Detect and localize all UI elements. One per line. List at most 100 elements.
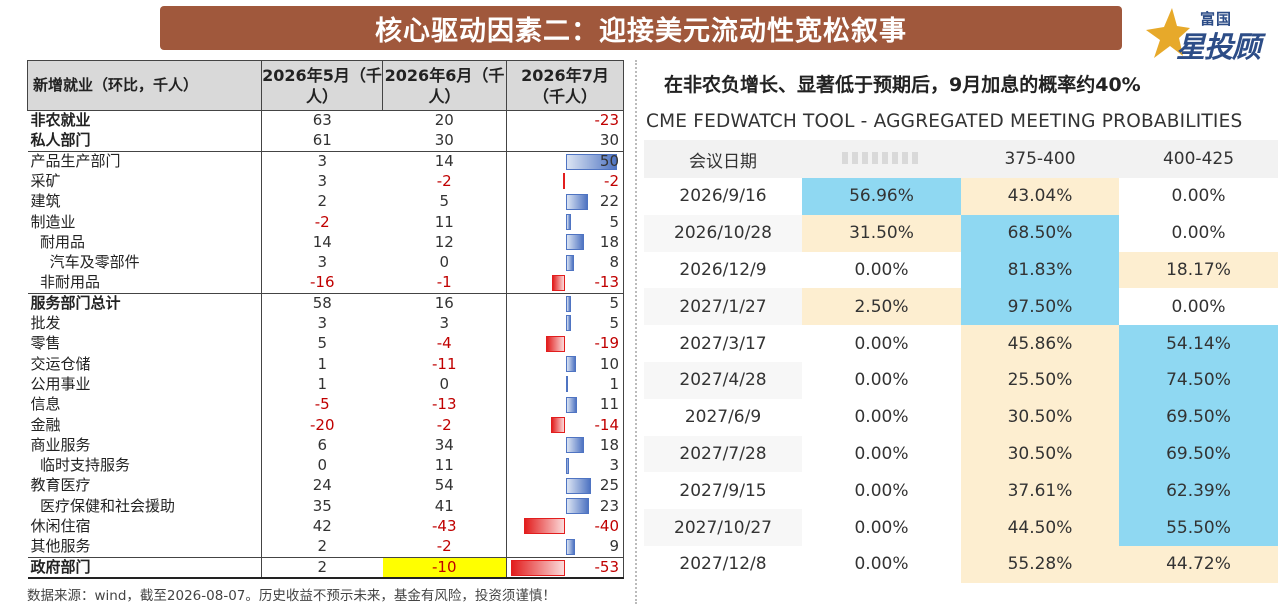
row-value-jul: 8 [506, 252, 624, 273]
probability-cell: 54.14% [1119, 325, 1278, 362]
jul-value-text: -53 [594, 557, 620, 576]
row-label: 政府部门 [27, 556, 262, 579]
row-label: 产品生产部门 [27, 150, 262, 172]
employment-row: 零售 5 -4 -19 [28, 333, 624, 355]
probability-cell: 37.61% [961, 472, 1119, 510]
meeting-date: 2027/6/9 [644, 398, 802, 436]
row-value-jul: 9 [506, 536, 624, 558]
row-value-jul: -53 [506, 556, 624, 579]
employment-row: 金融 -20 -2 -14 [28, 414, 624, 436]
row-label: 制造业 [30, 212, 76, 231]
employment-table: 新增就业（环比，千人） 2026年5月（千人） 2026年6月（千人） 2026… [27, 60, 624, 579]
panel-divider [635, 60, 637, 604]
jul-value-text: -40 [594, 517, 620, 536]
probability-cell: 0.00% [802, 251, 961, 289]
jul-data-bar [566, 457, 570, 474]
row-value-jun: 11 [434, 212, 454, 231]
jul-value-text: 8 [609, 253, 619, 272]
row-value-may: 3 [261, 252, 383, 273]
jul-value-text: -13 [594, 273, 620, 292]
probability-cell: 25.50% [961, 361, 1119, 399]
row-value-jun: -1 [436, 273, 452, 292]
row-value-may: 1 [261, 354, 383, 375]
meeting-date: 2026/9/16 [644, 178, 802, 215]
row-value-may: 0 [261, 455, 383, 476]
meeting-date: 2026/10/28 [644, 214, 802, 252]
fedwatch-row: 2027/9/15 0.00% 37.61% 62.39% [644, 472, 1278, 510]
jul-value-text: 18 [599, 232, 619, 251]
jul-value-text: 1 [609, 375, 619, 393]
fedwatch-row: 2026/9/16 56.96% 43.04% 0.00% [644, 178, 1278, 215]
star-icon [1146, 8, 1190, 58]
row-label: 私人部门 [30, 131, 91, 150]
jul-data-bar [545, 335, 565, 352]
employment-row: 商业服务 6 34 18 [28, 435, 624, 456]
page-title: 核心驱动因素二：迎接美元流动性宽松叙事 [375, 15, 907, 47]
jul-data-bar [566, 193, 589, 210]
fedwatch-row: 2027/7/28 0.00% 30.50% 69.50% [644, 435, 1278, 473]
row-value-may: 61 [261, 130, 383, 152]
fedwatch-header-range-3: 400-425 [1119, 140, 1278, 178]
jul-data-bar [562, 173, 565, 190]
header-jun: 2026年6月（千人） [382, 60, 507, 111]
fedwatch-row: 2027/3/17 0.00% 45.86% 54.14% [644, 325, 1278, 362]
jul-value-text: 25 [599, 476, 619, 495]
row-value-may: -16 [261, 272, 383, 294]
fedwatch-row: 2027/10/27 0.00% 44.50% 55.50% [644, 509, 1278, 546]
row-value-jul: 50 [506, 150, 624, 172]
employment-row: 信息 -5 -13 11 [28, 394, 624, 415]
fedwatch-row: 2027/12/8 0.00% 55.28% 44.72% [644, 545, 1278, 583]
jul-data-bar [566, 477, 592, 494]
probability-cell: 69.50% [1119, 398, 1278, 436]
row-value-may: 6 [261, 435, 383, 456]
meeting-date: 2027/10/27 [644, 509, 802, 546]
row-value-may: 3 [261, 171, 383, 192]
jul-data-bar [566, 234, 585, 251]
row-value-jun: 0 [439, 375, 450, 393]
row-value-may: 5 [261, 333, 383, 355]
row-label: 信息 [30, 395, 61, 414]
row-value-jul: 25 [506, 475, 624, 497]
probability-cell: 68.50% [961, 214, 1119, 252]
jul-value-text: 23 [599, 496, 619, 515]
row-value-may: 24 [261, 475, 383, 497]
meeting-date: 2027/3/17 [644, 325, 802, 362]
row-label: 临时支持服务 [30, 456, 131, 475]
probability-cell: 30.50% [961, 435, 1119, 473]
row-value-jun: 3 [439, 314, 450, 333]
jul-data-bar [566, 295, 572, 312]
brand-top-text: 富国 [1200, 10, 1233, 28]
row-value-jun: 11 [434, 456, 454, 475]
row-label: 其他服务 [30, 537, 91, 556]
employment-row: 采矿 3 -2 -2 [28, 171, 624, 192]
jul-data-bar [550, 416, 565, 433]
employment-row: 非耐用品 -16 -1 -13 [28, 272, 624, 294]
employment-row: 医疗保健和社会援助 35 41 23 [28, 496, 624, 517]
header-may: 2026年5月（千人） [261, 60, 383, 111]
row-value-may: 35 [261, 496, 383, 517]
row-value-jun: 34 [434, 435, 454, 454]
fedwatch-header-range-1 [802, 140, 961, 178]
jul-data-bar [524, 518, 565, 535]
jul-data-bar [566, 356, 577, 373]
row-value-jul: 5 [506, 313, 624, 334]
jul-data-bar [566, 254, 575, 271]
row-value-may: 2 [261, 536, 383, 558]
employment-row: 汽车及零部件 3 0 8 [28, 252, 624, 273]
employment-row: 其他服务 2 -2 9 [28, 536, 624, 558]
row-label: 非耐用品 [30, 273, 101, 292]
employment-row: 政府部门 2 -10 -53 [27, 556, 624, 579]
row-value-jun: -2 [436, 537, 452, 556]
row-value-jul: 1 [506, 374, 624, 395]
probability-cell: 0.00% [1119, 288, 1278, 326]
row-value-jun: 16 [382, 292, 507, 314]
row-label: 休闲住宿 [30, 517, 91, 536]
row-value-jul: -2 [506, 171, 624, 192]
jul-data-bar [566, 153, 617, 170]
fedwatch-table: 会议日期 375-400 400-425 2026/9/16 56.96% 43.0… [644, 140, 1278, 583]
employment-row: 交运仓储 1 -11 10 [28, 354, 624, 375]
header-label: 新增就业（环比，千人） [27, 60, 262, 111]
row-value-jun: 14 [382, 150, 507, 172]
jul-value-text: 11 [599, 395, 619, 414]
jul-value-text: 5 [609, 314, 619, 333]
